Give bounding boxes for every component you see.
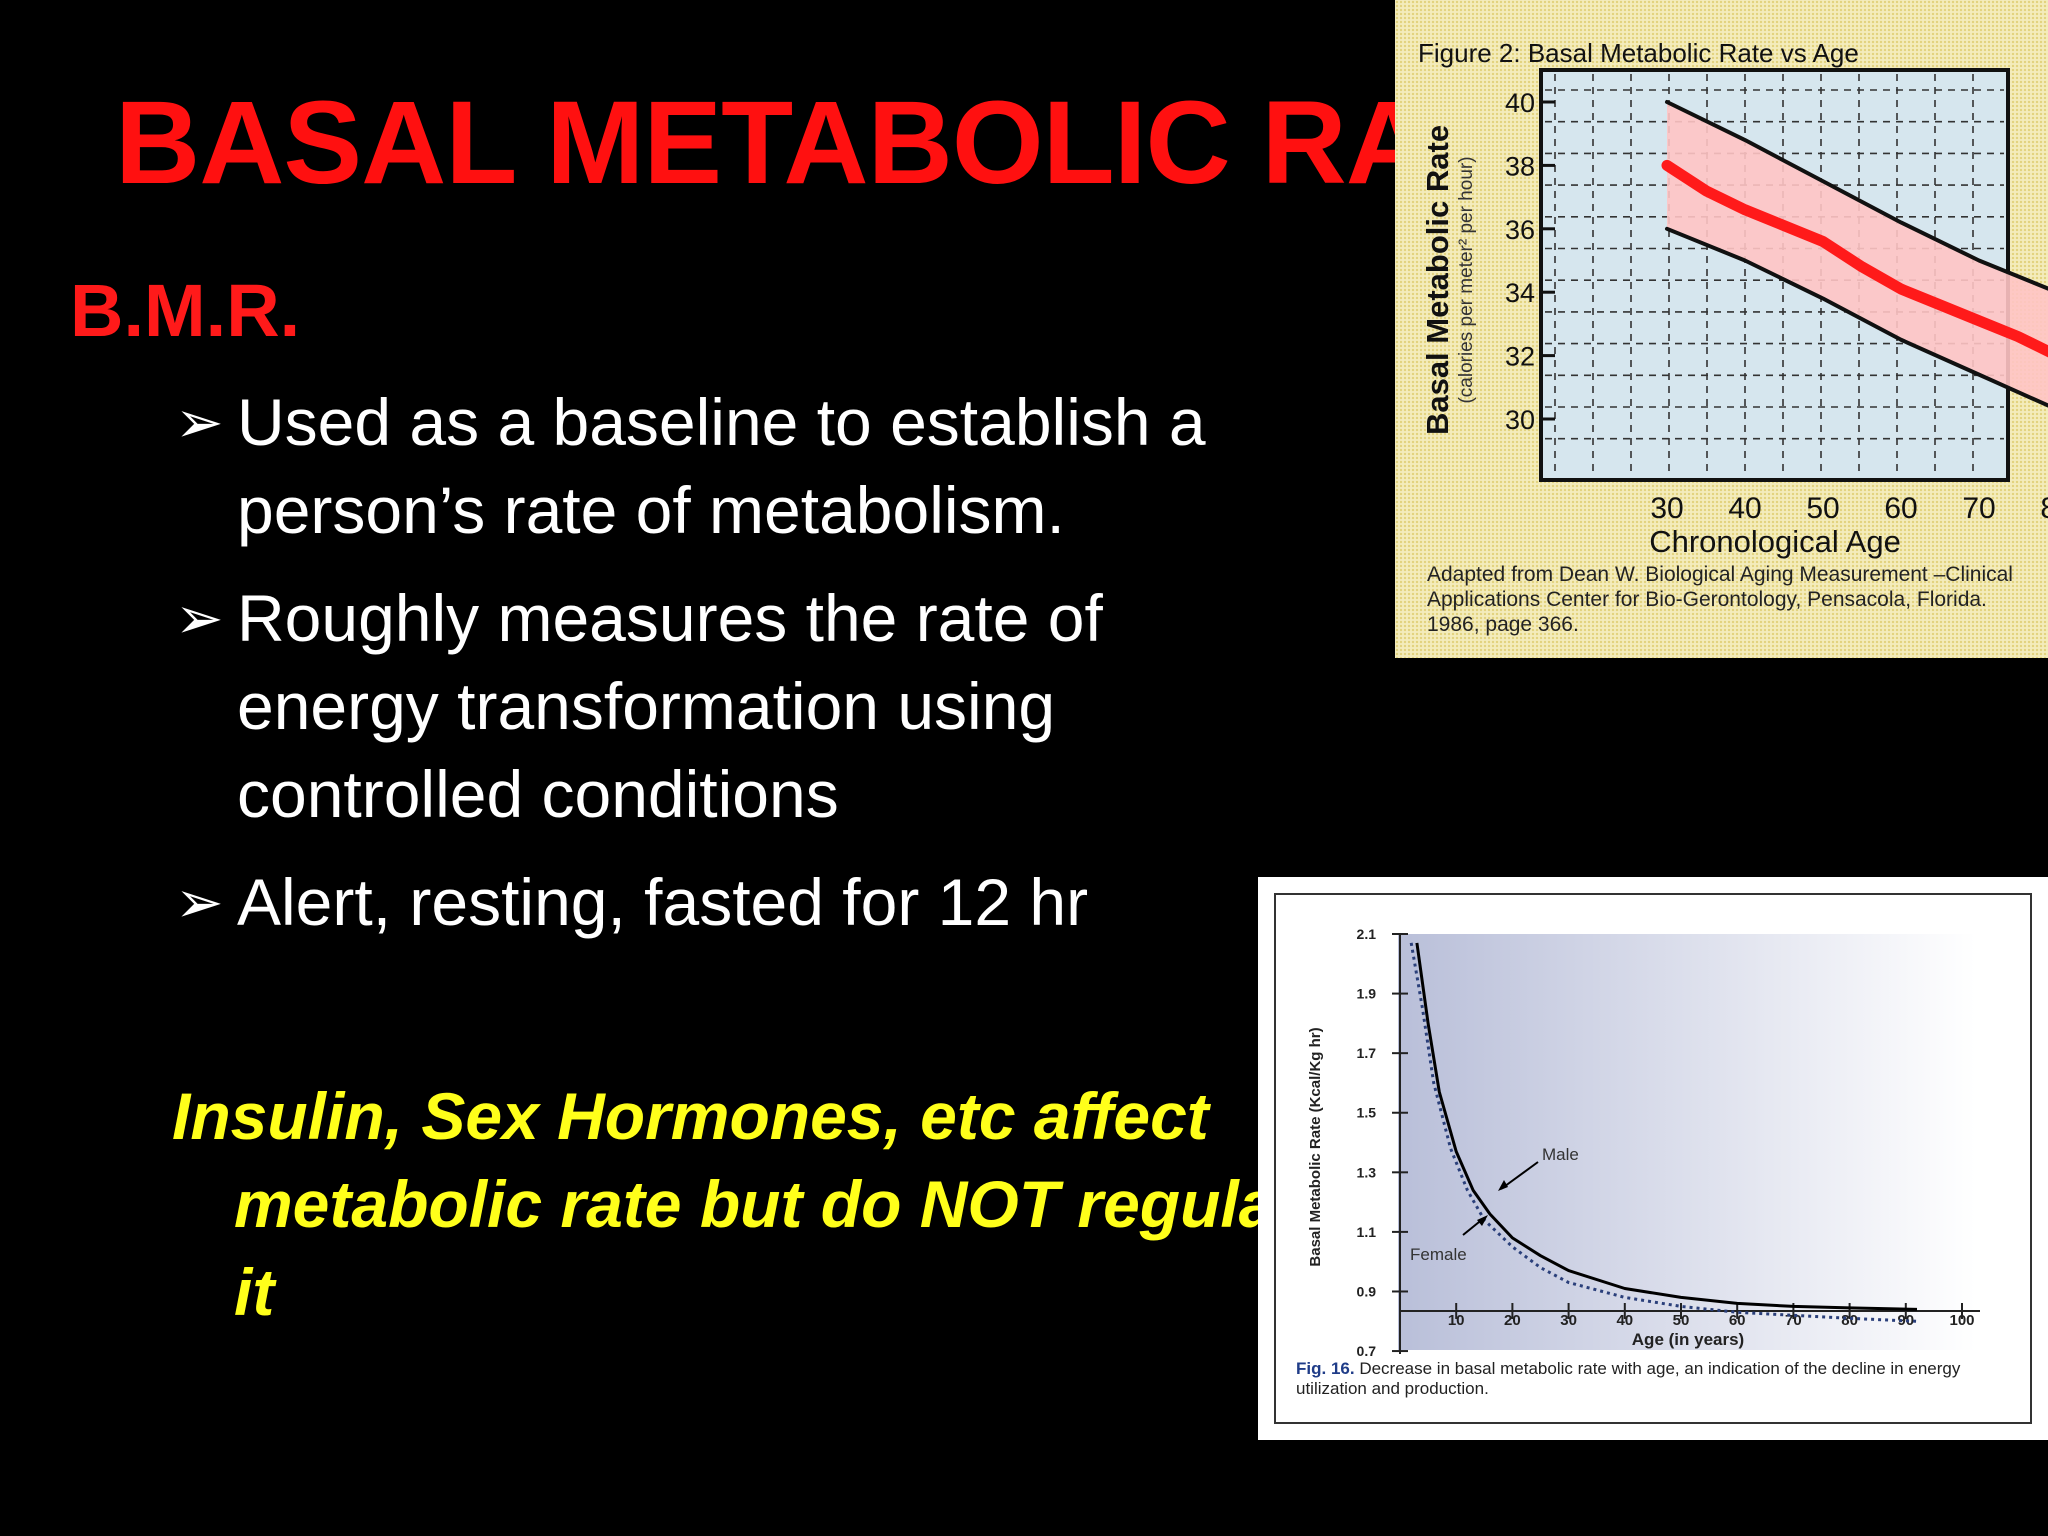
y-tick-label: 2.1 — [1357, 926, 1377, 942]
range-band — [1667, 102, 2048, 406]
plot-area — [1398, 934, 1976, 1350]
caption-label: Fig. 16. — [1296, 1359, 1355, 1378]
series-line-average — [1661, 159, 2048, 358]
bmr-vs-age-chart: Figure 2: Basal Metabolic Rate vs Age 30… — [1418, 38, 2048, 636]
annotations: Male Female — [1410, 1145, 1579, 1264]
series-line-lower — [1665, 226, 2048, 408]
slide-title: BASAL METABOLIC RATE — [115, 77, 1571, 209]
x-tick-label: 30 — [1560, 1312, 1577, 1329]
x-tick-label: 90 — [1897, 1312, 1914, 1329]
y-axis-sublabel: (calories per meter² per hour) — [1456, 156, 1477, 403]
annotation-male: Male — [1542, 1145, 1579, 1164]
x-tick-label: 100 — [1949, 1312, 1974, 1329]
x-tick-label: 40 — [1728, 492, 1761, 525]
y-tick-label: 1.3 — [1357, 1164, 1377, 1180]
hormone-note: Insulin, Sex Hormones, etc affect metabo… — [172, 1079, 1335, 1329]
series-line-upper — [1665, 100, 2048, 291]
y-tick-label: 1.1 — [1357, 1224, 1377, 1240]
range-band-area — [1667, 102, 2048, 406]
x-tick-label: 60 — [1729, 1312, 1746, 1329]
bullet-text: Used as a baseline to establish a person… — [237, 385, 1206, 547]
x-tick-label: 30 — [1650, 492, 1683, 525]
figure-caption-box: Fig. 16. Decrease in basal metabolic rat… — [1296, 1359, 1961, 1398]
x-tick-label: 10 — [1448, 1312, 1465, 1329]
bullet-item: ➢ Roughly measures the rate of energy tr… — [175, 574, 1295, 838]
x-tick-label: 60 — [1884, 492, 1917, 525]
arrow-bullet-icon: ➢ — [175, 584, 224, 652]
x-axis: 30 40 50 60 70 80 — [1650, 492, 2048, 525]
arrow-head-icon — [1477, 1215, 1488, 1226]
annotation-female: Female — [1410, 1245, 1467, 1264]
bullet-text: Alert, resting, fasted for 12 hr — [237, 865, 1089, 939]
series-lines — [1661, 100, 2048, 408]
bullet-item: ➢ Alert, resting, fasted for 12 hr — [175, 858, 1295, 946]
y-tick-label: 1.9 — [1357, 986, 1377, 1002]
x-tick-label: 70 — [1962, 492, 1995, 525]
arrow-bullet-icon: ➢ — [175, 868, 224, 936]
y-tick-label: 1.7 — [1357, 1045, 1377, 1061]
axes: 0.70.91.11.31.51.71.92.110 20 30 40 50 60 70 80… — [1357, 926, 1980, 1359]
series-line-female — [1409, 942, 1918, 1323]
x-tick-label: 50 — [1806, 492, 1839, 525]
bullet-list: ➢ Used as a baseline to establish a pers… — [175, 378, 1295, 966]
figure-caption-box: Adapted from Dean W. Biological Aging Me… — [1427, 563, 2013, 636]
y-axis-label: Basal Metabolic Rate (Kcal/Kg hr) — [1307, 1027, 1324, 1266]
series-line-male — [1415, 942, 1918, 1311]
x-tick-label: 50 — [1673, 1312, 1690, 1329]
x-axis-label: Chronological Age — [1649, 524, 1901, 559]
subheading-bmr: B.M.R. — [70, 269, 301, 352]
figure-caption: Decrease in basal metabolic rate with ag… — [1296, 1359, 1961, 1398]
y-tick-label: 36 — [1505, 215, 1535, 245]
x-tick-label: 40 — [1616, 1312, 1633, 1329]
bullet-item: ➢ Used as a baseline to establish a pers… — [175, 378, 1295, 554]
y-tick-label: 34 — [1505, 278, 1535, 308]
bullet-text: Roughly measures the rate of energy tran… — [237, 581, 1103, 831]
x-tick-label: 80 — [1841, 1312, 1858, 1329]
x-axis-label: Age (in years) — [1632, 1330, 1744, 1349]
chart-title: Figure 2: Basal Metabolic Rate vs Age — [1418, 38, 1859, 68]
bmr-decline-chart: 0.70.91.11.31.51.71.92.110 20 30 40 50 60 70 80… — [1274, 893, 2032, 1424]
y-tick-label: 0.7 — [1357, 1343, 1377, 1359]
y-tick-label: 40 — [1505, 88, 1535, 118]
figure-caption: Adapted from Dean W. Biological Aging Me… — [1427, 563, 2013, 636]
y-tick-label: 1.5 — [1357, 1105, 1377, 1121]
y-tick-label: 38 — [1505, 151, 1535, 181]
y-axis-label: Basal Metabolic Rate — [1420, 125, 1455, 435]
x-tick-label: 80 — [2040, 492, 2048, 525]
x-tick-label: 20 — [1504, 1312, 1521, 1329]
arrow-bullet-icon: ➢ — [175, 388, 224, 456]
bmr-decline-figure: 0.7 0.9 1.1 1.3 1.5 1.7 1.9 2.1 10 20 30 40 50 60 70 80… — [1258, 877, 2048, 1440]
arrow-head-icon — [1498, 1180, 1508, 1191]
y-tick-label: 32 — [1505, 342, 1535, 372]
bmr-vs-age-figure: Figure 2: Basal Metabolic Rate vs Age 30… — [1395, 0, 2048, 658]
series-lines — [1409, 942, 1918, 1323]
y-tick-label: 30 — [1505, 405, 1535, 435]
annotation-arrow — [1500, 1161, 1539, 1190]
y-tick-label: 0.9 — [1357, 1283, 1377, 1299]
y-axis: 30 32 34 36 38 40 — [1505, 88, 1555, 435]
